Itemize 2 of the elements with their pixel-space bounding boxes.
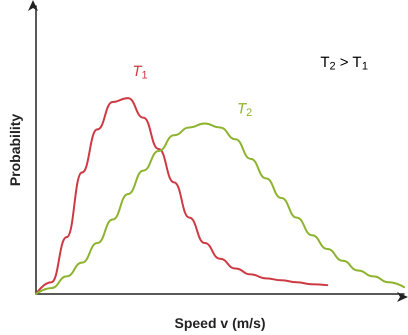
y-axis-title: Probability <box>7 114 23 186</box>
x-axis-title: Speed v (m/s) <box>174 315 266 331</box>
